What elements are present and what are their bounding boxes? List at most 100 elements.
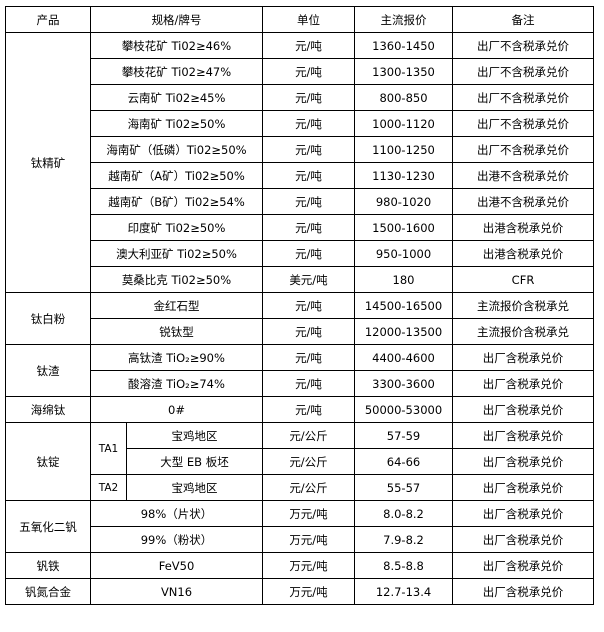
spec-cell: 攀枝花矿 Ti02≥46% [90,32,263,59]
spec-cell: 99%（粉状） [90,526,263,553]
table-row: 澳大利亚矿 Ti02≥50% 元/吨 950-1000 出港含税承兑价 [6,240,594,267]
grade-cell: TA2 [90,474,127,501]
table-row: TA2 宝鸡地区 元/公斤 55-57 出厂含税承兑价 [6,474,594,501]
spec-cell: 宝鸡地区 [126,422,263,449]
table-row: 锐钛型 元/吨 12000-13500 主流报价含税承兑 [6,318,594,345]
price-cell: 1100-1250 [354,136,453,163]
grade-cell: TA1 [90,422,127,475]
table-row: 越南矿（B矿）Ti02≥54% 元/吨 980-1020 出港不含税承兑价 [6,188,594,215]
table-row: 钛精矿 攀枝花矿 Ti02≥46% 元/吨 1360-1450 出厂不含税承兑价 [5,32,594,293]
table-row: 攀枝花矿 Ti02≥47% 元/吨 1300-1350 出厂不含税承兑价 [6,58,594,85]
price-cell: 1500-1600 [354,214,453,241]
unit-cell: 元/公斤 [262,422,355,449]
table-row: 钒氮合金 VN16 万元/吨 12.7-13.4 出厂含税承兑价 [5,578,594,605]
price-cell: 55-57 [354,474,453,501]
table-row: 钛白粉 金红石型 元/吨 14500-16500 主流报价含税承兑 [5,292,594,345]
spec-cell: 越南矿（A矿）Ti02≥50% [90,162,263,189]
spec-cell: 大型 EB 板坯 [126,448,263,475]
table-row: 海绵钛 0# 元/吨 50000-53000 出厂含税承兑价 [5,396,594,423]
note-cell: CFR [452,266,594,293]
table-row: 五氧化二钒 98%（片状） 万元/吨 8.0-8.2 出厂含税承兑价 [5,500,594,553]
note-cell: 出港不含税承兑价 [452,162,594,189]
price-cell: 1130-1230 [354,162,453,189]
price-cell: 1000-1120 [354,110,453,137]
header-spec: 规格/牌号 [90,6,263,33]
price-cell: 4400-4600 [354,344,453,371]
spec-cell: 海南矿 Ti02≥50% [90,110,263,137]
unit-cell: 元/吨 [262,136,355,163]
price-cell: 12000-13500 [354,318,453,345]
unit-cell: 元/吨 [262,188,355,215]
product-cell: 钛锭 [5,422,91,501]
note-cell: 出厂含税承兑价 [452,500,594,527]
unit-cell: 元/吨 [262,84,355,111]
spec-cell: 锐钛型 [90,318,263,345]
note-cell: 出厂不含税承兑价 [452,32,594,59]
note-cell: 出厂含税承兑价 [452,344,594,371]
spec-cell: 0# [90,396,263,423]
unit-cell: 万元/吨 [262,552,355,579]
table-row: 99%（粉状） 万元/吨 7.9-8.2 出厂含税承兑价 [6,526,594,553]
spec-cell: 印度矿 Ti02≥50% [90,214,263,241]
product-cell: 钒氮合金 [5,578,91,605]
price-cell: 8.5-8.8 [354,552,453,579]
table-row: 海南矿 Ti02≥50% 元/吨 1000-1120 出厂不含税承兑价 [6,110,594,137]
product-cell: 钛精矿 [5,32,91,293]
unit-cell: 元/公斤 [262,474,355,501]
table-row: 云南矿 Ti02≥45% 元/吨 800-850 出厂不含税承兑价 [6,84,594,111]
unit-cell: 元/吨 [262,162,355,189]
price-cell: 180 [354,266,453,293]
price-cell: 64-66 [354,448,453,475]
price-cell: 50000-53000 [354,396,453,423]
table-header-row: 产品 规格/牌号 单位 主流报价 备注 [5,6,594,33]
spec-cell: VN16 [90,578,263,605]
note-cell: 出厂含税承兑价 [452,578,594,605]
price-cell: 1360-1450 [354,32,453,59]
header-note: 备注 [452,6,594,33]
spec-cell: 98%（片状） [90,500,263,527]
header-unit: 单位 [262,6,355,33]
price-cell: 12.7-13.4 [354,578,453,605]
note-cell: 出厂不含税承兑价 [452,58,594,85]
unit-cell: 万元/吨 [262,578,355,605]
note-cell: 主流报价含税承兑 [452,292,594,319]
spec-cell: 攀枝花矿 Ti02≥47% [90,58,263,85]
table-row: 越南矿（A矿）Ti02≥50% 元/吨 1130-1230 出港不含税承兑价 [6,162,594,189]
price-cell: 7.9-8.2 [354,526,453,553]
price-cell: 980-1020 [354,188,453,215]
unit-cell: 元/吨 [262,110,355,137]
product-cell: 海绵钛 [5,396,91,423]
note-cell: 出港不含税承兑价 [452,188,594,215]
header-price: 主流报价 [354,6,453,33]
table-row: 印度矿 Ti02≥50% 元/吨 1500-1600 出港含税承兑价 [6,214,594,241]
unit-cell: 元/吨 [262,214,355,241]
unit-cell: 万元/吨 [262,526,355,553]
spec-cell: 高钛渣 TiO₂≥90% [90,344,263,371]
unit-cell: 元/吨 [262,32,355,59]
note-cell: 出港含税承兑价 [452,214,594,241]
note-cell: 出厂不含税承兑价 [452,110,594,137]
unit-cell: 元/吨 [262,240,355,267]
note-cell: 出港含税承兑价 [452,240,594,267]
unit-cell: 元/吨 [262,370,355,397]
spec-cell: 云南矿 Ti02≥45% [90,84,263,111]
header-product: 产品 [5,6,91,33]
price-table: 产品 规格/牌号 单位 主流报价 备注 钛精矿 攀枝花矿 Ti02≥46% 元/吨 1… [5,6,594,605]
table-row: 莫桑比克 Ti02≥50% 美元/吨 180 CFR [6,266,594,293]
table-row: 海南矿（低磷）Ti02≥50% 元/吨 1100-1250 出厂不含税承兑价 [6,136,594,163]
product-cell: 钛白粉 [5,292,91,345]
product-cell: 钛渣 [5,344,91,397]
unit-cell: 元/吨 [262,396,355,423]
spec-cell: 澳大利亚矿 Ti02≥50% [90,240,263,267]
price-cell: 950-1000 [354,240,453,267]
note-cell: 出厂不含税承兑价 [452,136,594,163]
spec-cell: 金红石型 [90,292,263,319]
price-cell: 1300-1350 [354,58,453,85]
unit-cell: 美元/吨 [262,266,355,293]
note-cell: 出厂含税承兑价 [452,370,594,397]
unit-cell: 元/吨 [262,344,355,371]
spec-cell: 海南矿（低磷）Ti02≥50% [90,136,263,163]
table-row: 钛渣 高钛渣 TiO₂≥90% 元/吨 4400-4600 出厂含税承兑价 [5,344,594,397]
spec-cell: 莫桑比克 Ti02≥50% [90,266,263,293]
spec-cell: FeV50 [90,552,263,579]
